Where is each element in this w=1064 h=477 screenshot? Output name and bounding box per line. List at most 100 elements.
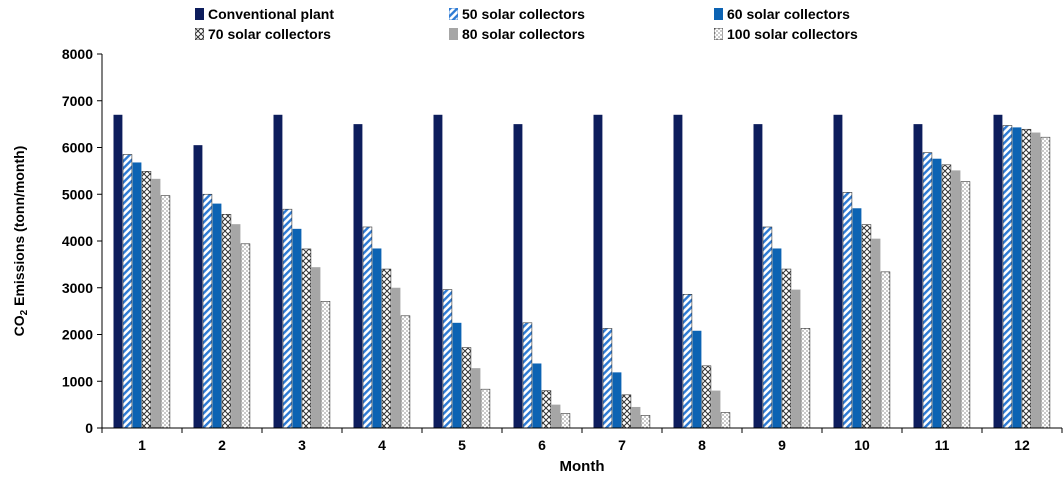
bar-100-solar-collectors-month-9 — [800, 328, 811, 429]
legend-label-50-solar-collectors: 50 solar collectors — [462, 6, 585, 22]
bar-60-solar-collectors-month-5 — [452, 322, 462, 428]
y-tick-label: 0 — [85, 420, 93, 436]
bar-conventional-plant-month-9 — [753, 124, 763, 428]
legend-label-70-solar-collectors: 70 solar collectors — [208, 26, 331, 42]
x-tick-label: 3 — [298, 437, 306, 453]
legend-item-100-solar-collectors: 100 solar collectors — [714, 26, 894, 42]
bar-60-solar-collectors-month-6 — [532, 363, 542, 428]
x-tick-label: 7 — [618, 437, 626, 453]
bar-70-solar-collectors-month-9 — [781, 268, 792, 429]
bar-70-solar-collectors-month-6 — [541, 390, 552, 429]
bar-100-solar-collectors-month-7 — [640, 415, 651, 429]
y-tick-label: 3000 — [62, 280, 93, 296]
legend-swatch-60-solar-collectors — [714, 8, 723, 20]
legend-item-70-solar-collectors: 70 solar collectors — [195, 26, 449, 42]
bar-conventional-plant-month-2 — [193, 145, 203, 428]
legend-label-conventional-plant: Conventional plant — [208, 6, 334, 22]
bar-50-solar-collectors-month-9 — [762, 226, 773, 429]
bar-conventional-plant-month-4 — [353, 124, 363, 428]
bar-70-solar-collectors-month-2 — [221, 214, 232, 429]
x-tick-label: 5 — [458, 437, 466, 453]
bar-60-solar-collectors-month-7 — [612, 372, 622, 428]
bar-80-solar-collectors-month-7 — [631, 406, 641, 428]
x-axis-label: Month — [560, 458, 605, 472]
bar-70-solar-collectors-month-3 — [301, 248, 312, 429]
legend-label-100-solar-collectors: 100 solar collectors — [727, 26, 858, 42]
bar-50-solar-collectors-month-11 — [922, 152, 933, 429]
bar-80-solar-collectors-month-11 — [951, 170, 961, 428]
bar-100-solar-collectors-month-3 — [320, 301, 331, 429]
y-tick-label: 5000 — [62, 186, 93, 202]
x-tick-label: 10 — [854, 437, 870, 453]
bar-80-solar-collectors-month-3 — [311, 267, 321, 428]
y-axis-label-suffix: Emissions (tonn/month) — [11, 146, 27, 310]
bar-80-solar-collectors-month-1 — [151, 178, 161, 428]
bar-60-solar-collectors-month-11 — [932, 158, 942, 428]
bar-60-solar-collectors-month-3 — [292, 228, 302, 428]
legend-label-80-solar-collectors: 80 solar collectors — [462, 26, 585, 42]
legend: Conventional plant 50 solar collectors 6… — [195, 6, 895, 42]
bar-60-solar-collectors-month-12 — [1012, 127, 1022, 429]
legend-label-60-solar-collectors: 60 solar collectors — [727, 6, 850, 22]
legend-item-60-solar-collectors: 60 solar collectors — [714, 6, 894, 22]
bar-80-solar-collectors-month-6 — [551, 404, 561, 428]
bar-100-solar-collectors-month-8 — [720, 412, 731, 429]
bar-60-solar-collectors-month-1 — [132, 162, 142, 428]
y-ticks: 0 1000 2000 3000 4000 5000 6000 7000 8000 — [62, 46, 102, 436]
bar-80-solar-collectors-month-9 — [791, 289, 801, 428]
bar-conventional-plant-month-12 — [993, 114, 1003, 429]
bar-70-solar-collectors-month-10 — [861, 224, 872, 429]
bar-50-solar-collectors-month-8 — [682, 293, 693, 429]
bar-50-solar-collectors-month-4 — [362, 226, 373, 429]
bar-60-solar-collectors-month-10 — [852, 208, 862, 428]
bar-conventional-plant-month-8 — [673, 114, 683, 429]
y-tick-label: 6000 — [62, 140, 93, 156]
bar-50-solar-collectors-month-10 — [842, 192, 853, 429]
bar-50-solar-collectors-month-6 — [522, 322, 533, 429]
y-tick-label: 7000 — [62, 93, 93, 109]
x-tick-label: 9 — [778, 437, 786, 453]
legend-swatch-80-solar-collectors — [449, 28, 458, 40]
bar-50-solar-collectors-month-1 — [122, 154, 133, 429]
bar-80-solar-collectors-month-2 — [231, 224, 241, 428]
bar-50-solar-collectors-month-2 — [202, 193, 213, 429]
bars-layer — [113, 114, 1051, 429]
legend-swatch-70-solar-collectors — [195, 28, 204, 40]
bar-100-solar-collectors-month-11 — [960, 181, 971, 429]
bar-70-solar-collectors-month-5 — [461, 347, 472, 429]
bar-50-solar-collectors-month-3 — [282, 208, 293, 429]
bar-100-solar-collectors-month-10 — [880, 271, 891, 429]
bar-60-solar-collectors-month-2 — [212, 203, 222, 428]
bar-80-solar-collectors-month-5 — [471, 368, 481, 428]
bar-80-solar-collectors-month-12 — [1031, 132, 1041, 429]
y-tick-label: 8000 — [62, 46, 93, 62]
x-tick-label: 4 — [378, 437, 386, 453]
bar-conventional-plant-month-10 — [833, 114, 843, 429]
x-tick-label: 11 — [935, 437, 950, 453]
x-ticks: 1 2 3 4 5 6 7 8 9 10 11 12 — [101, 428, 1063, 453]
bar-100-solar-collectors-month-1 — [160, 195, 171, 429]
x-tick-label: 1 — [138, 437, 146, 453]
legend-swatch-50-solar-collectors — [449, 8, 458, 20]
legend-item-80-solar-collectors: 80 solar collectors — [449, 26, 714, 42]
y-tick-label: 1000 — [62, 373, 93, 389]
legend-swatch-conventional-plant — [195, 8, 204, 20]
bar-70-solar-collectors-month-11 — [941, 164, 952, 429]
y-axis-label-prefix: CO — [11, 315, 27, 336]
bar-80-solar-collectors-month-8 — [711, 390, 721, 428]
y-axis-label-subscript: 2 — [19, 309, 30, 315]
bar-conventional-plant-month-7 — [593, 114, 603, 429]
bar-conventional-plant-month-11 — [913, 124, 923, 428]
x-tick-label: 6 — [538, 437, 546, 453]
bar-60-solar-collectors-month-4 — [372, 248, 382, 428]
bar-100-solar-collectors-month-4 — [400, 315, 411, 429]
bar-100-solar-collectors-month-2 — [240, 243, 251, 429]
bar-100-solar-collectors-month-5 — [480, 388, 491, 429]
x-tick-label: 12 — [1014, 437, 1030, 453]
legend-swatch-100-solar-collectors — [714, 28, 723, 40]
bar-100-solar-collectors-month-6 — [560, 413, 571, 429]
y-tick-label: 2000 — [62, 327, 93, 343]
y-tick-label: 4000 — [62, 233, 93, 249]
bar-70-solar-collectors-month-4 — [381, 268, 392, 429]
